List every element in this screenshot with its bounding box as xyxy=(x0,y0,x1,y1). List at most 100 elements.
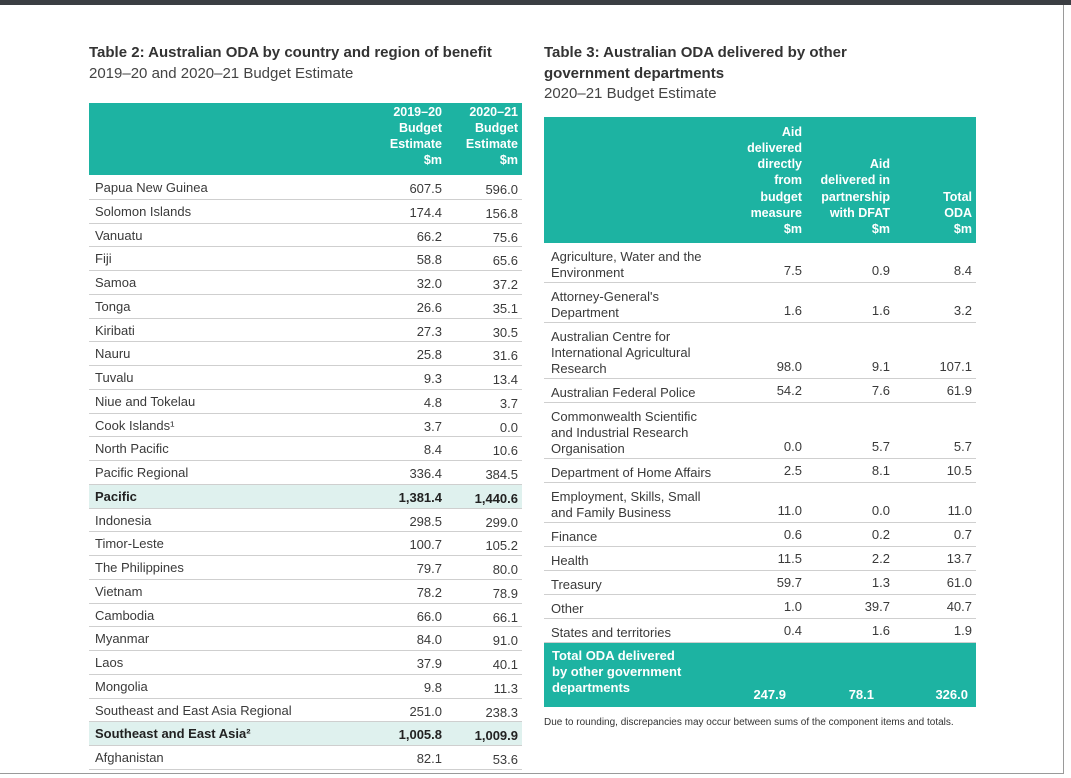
cell-value: 10.6 xyxy=(492,443,518,459)
column-header: Budget xyxy=(474,121,518,135)
cell-value: 3.7 xyxy=(423,418,442,434)
cell-value: 13.4 xyxy=(492,372,518,387)
cell-value: 11.3 xyxy=(493,680,518,696)
column-header: $m xyxy=(953,222,972,236)
cell-value: 299.0 xyxy=(485,514,518,530)
row-label: Mongolia xyxy=(95,678,148,694)
row-separator xyxy=(89,460,522,461)
row-separator xyxy=(89,673,522,675)
cell-value: 37.2 xyxy=(492,277,518,292)
row-separator xyxy=(89,697,522,699)
table-note: Due to rounding, discrepancies may occur… xyxy=(544,717,954,728)
cell-value: 84.0 xyxy=(416,632,442,648)
cell-value: 98.0 xyxy=(776,359,802,374)
cell-value: 2.2 xyxy=(871,551,890,566)
cell-value: 30.5 xyxy=(492,324,518,340)
cell-value: 1.0 xyxy=(783,599,802,614)
table-title: Table 2: Australian ODA by country and r… xyxy=(89,44,492,61)
cell-value: 32.0 xyxy=(416,276,442,291)
total-value: 326.0 xyxy=(935,687,968,702)
row-separator xyxy=(89,555,522,556)
row-label: Organisation xyxy=(551,441,625,456)
row-label: Niue and Tokelau xyxy=(95,393,196,409)
row-label: Australian Federal Police xyxy=(551,385,696,400)
row-label: Other xyxy=(551,601,584,616)
column-header: $m xyxy=(783,222,802,236)
total-label: departments xyxy=(552,680,631,695)
row-label: Pacific xyxy=(95,488,137,504)
cell-value: 1.6 xyxy=(783,303,802,318)
top-bar xyxy=(0,0,1071,5)
row-label: Tuvalu xyxy=(95,370,134,385)
total-label: Total ODA delivered xyxy=(552,648,675,663)
row-separator xyxy=(89,507,522,509)
cell-value: 105.2 xyxy=(485,538,518,554)
column-header: measure xyxy=(750,205,802,220)
cell-value: 174.4 xyxy=(409,204,442,220)
row-label: Tonga xyxy=(95,298,131,314)
cell-value: 8.4 xyxy=(953,263,972,278)
cell-value: 0.0 xyxy=(499,419,518,435)
cell-value: 27.3 xyxy=(416,323,442,339)
row-label: Afghanistan xyxy=(95,750,164,765)
cell-value: 4.8 xyxy=(423,394,442,410)
row-separator xyxy=(89,745,522,746)
row-label: Kiribati xyxy=(95,322,135,338)
cell-value: 1.6 xyxy=(871,303,890,318)
cell-value: 336.4 xyxy=(409,466,442,481)
table-header xyxy=(89,103,522,175)
column-header: partnership xyxy=(821,189,890,204)
row-label: Attorney-General's xyxy=(551,289,659,304)
row-separator xyxy=(89,246,522,248)
row-separator xyxy=(544,618,976,619)
row-label: Fiji xyxy=(95,251,112,267)
row-separator xyxy=(89,412,522,414)
cell-value: 79.7 xyxy=(416,561,442,576)
row-label: North Pacific xyxy=(95,441,169,457)
row-separator xyxy=(89,317,522,319)
row-label: Southeast and East Asia² xyxy=(95,726,251,742)
column-header: 2019–20 xyxy=(393,105,442,119)
cell-value: 25.8 xyxy=(416,347,442,363)
cell-value: 40.1 xyxy=(492,657,518,672)
total-value: 247.9 xyxy=(753,687,786,702)
row-separator xyxy=(89,198,522,200)
total-label: by other government xyxy=(552,664,682,679)
row-separator xyxy=(89,578,522,580)
cell-value: 11.0 xyxy=(947,503,972,518)
column-header: budget xyxy=(760,189,802,204)
row-label: Timor-Leste xyxy=(95,536,164,552)
column-header: $m xyxy=(871,222,890,236)
row-label: Vanuatu xyxy=(95,227,143,243)
row-label: Health xyxy=(551,553,589,568)
cell-value: 58.8 xyxy=(416,252,442,268)
total-value: 78.1 xyxy=(848,687,874,702)
row-label: Myanmar xyxy=(95,631,150,647)
cell-value: 1,440.6 xyxy=(474,490,518,506)
cell-value: 0.2 xyxy=(871,527,890,542)
cell-value: 65.6 xyxy=(492,253,518,269)
cell-value: 9.8 xyxy=(423,679,442,695)
table-subtitle: 2020–21 Budget Estimate xyxy=(544,85,717,102)
row-label: States and territories xyxy=(551,625,671,640)
row-separator xyxy=(544,458,976,459)
row-label: Samoa xyxy=(95,275,137,290)
cell-value: 39.7 xyxy=(864,599,890,614)
row-label: Cook Islands¹ xyxy=(95,417,175,433)
cell-value: 0.0 xyxy=(871,503,890,518)
table-header xyxy=(544,117,976,243)
column-header: 2020–21 xyxy=(469,105,518,119)
cell-value: 607.5 xyxy=(409,181,442,196)
cell-value: 3.2 xyxy=(953,303,972,318)
cell-value: 1,009.9 xyxy=(474,728,518,744)
subtotal-row xyxy=(89,722,522,746)
row-label: Laos xyxy=(95,655,124,670)
row-label: Finance xyxy=(551,529,598,544)
cell-value: 8.4 xyxy=(423,442,442,458)
cell-value: 1.6 xyxy=(871,623,890,638)
row-label: Papua New Guinea xyxy=(95,180,208,195)
cell-value: 40.7 xyxy=(946,599,972,614)
cell-value: 298.5 xyxy=(409,513,442,529)
cell-value: 91.0 xyxy=(492,633,518,649)
